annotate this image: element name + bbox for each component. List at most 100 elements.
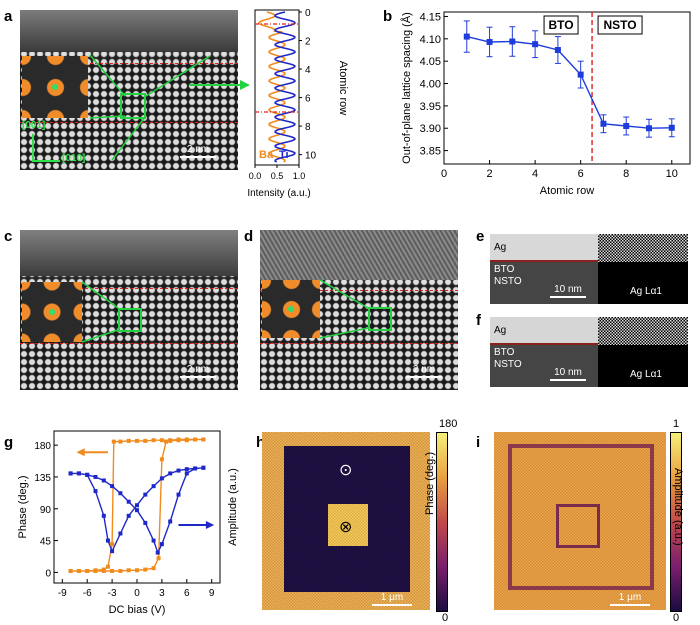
profile-ti-label: Ti: [279, 149, 289, 161]
chart-g-point: [68, 471, 73, 476]
chart-g-point: [184, 438, 189, 443]
profile-ytick: 4: [305, 65, 311, 76]
scalebar-i-text: 1 μm: [618, 592, 642, 603]
chart-g-point: [110, 568, 115, 573]
chart-g-point: [76, 471, 81, 476]
atom-model-inset-a: [22, 56, 88, 118]
chart-g-point: [126, 499, 131, 504]
scalebar-c: 2 nm: [180, 364, 216, 378]
chart-g-ytick: 0: [45, 568, 51, 579]
chart-b-xlabel: Atomic row: [540, 185, 594, 197]
chart-g-xtick: -3: [108, 588, 117, 599]
f-nsto: NSTO: [494, 359, 522, 370]
profile-ytick: 6: [305, 94, 311, 105]
chart-b-point: [623, 123, 630, 129]
profile-ylabel: Atomic row: [337, 61, 349, 115]
chart-g-point: [118, 491, 123, 496]
chart-g-xlabel: DC bias (V): [109, 604, 166, 616]
chart-g-point: [168, 519, 173, 524]
chart-g-ytick: 135: [34, 473, 51, 484]
chart-b-frame: [443, 11, 691, 165]
chart-b-series-line: [466, 35, 672, 129]
chart-g-point: [159, 476, 164, 481]
chart-b-point: [486, 38, 493, 45]
colorbar-i-min: 0: [673, 612, 680, 624]
panel-label-h: h: [256, 434, 266, 451]
chart-b-ytick: 3.90: [420, 123, 441, 135]
chart-b-xtick: 6: [578, 168, 584, 180]
colorbar-h-max: 180: [439, 418, 458, 430]
profile-xtick: 0.5: [271, 171, 284, 181]
chart-g-point: [159, 457, 164, 462]
chart-g-point: [110, 549, 115, 554]
chart-b-xtick: 10: [666, 168, 678, 180]
chart-g-point: [118, 568, 123, 573]
chart-g-point: [93, 568, 98, 573]
chart-g-xtick: 9: [209, 588, 215, 599]
chart-g-point: [168, 438, 173, 443]
chart-g-point: [168, 471, 173, 476]
chart-b-point: [463, 33, 470, 40]
profile-xlabel: Intensity (a.u.): [247, 188, 310, 199]
chart-b-annotation: NSTO: [603, 18, 636, 32]
colorbar-h: [436, 432, 448, 612]
chart-b-point: [646, 125, 652, 132]
chart-g-right-label: Amplitude (a.u.): [227, 468, 239, 546]
panel-label-i: i: [476, 434, 481, 451]
panel-label-e: e: [476, 228, 485, 245]
chart-g-point: [201, 437, 206, 442]
chart-g-point: [193, 437, 198, 442]
chart-g-point: [135, 503, 139, 508]
panel-label-c: c: [4, 228, 13, 245]
chart-g-point: [143, 438, 148, 443]
chart-g-ytick: 90: [40, 505, 52, 516]
axis-label-001: [001]: [22, 120, 46, 131]
chart-g-xtick: -6: [83, 588, 92, 599]
profile-ba-curve: [258, 11, 286, 163]
chart-g-point: [93, 489, 98, 494]
scalebar-f-text: 10 nm: [554, 367, 582, 378]
panel-label-g: g: [4, 434, 14, 451]
chart-g-ylabel: Phase (deg.): [18, 476, 29, 539]
f-ag: Ag: [494, 325, 507, 336]
stem-image-d: 2 nm: [260, 230, 458, 390]
chart-g-point: [85, 568, 90, 573]
chart-b-ytick: 3.95: [420, 101, 441, 113]
chart-g-point: [176, 438, 181, 443]
scalebar-i: 1 μm: [610, 592, 650, 606]
scalebar-c-text: 2 nm: [186, 364, 210, 375]
intensity-profile: 0 2 4 6 8 10 0.0 0.5 1.0 Atomic row Intensity (a…: [247, 8, 349, 199]
chart-g-ytick: 45: [40, 537, 52, 548]
chart-g-point: [126, 568, 131, 573]
zoom-connectors-cd: [81, 279, 369, 343]
chart-g-point: [159, 438, 164, 443]
chart-b-xtick: 0: [441, 168, 447, 180]
chart-g-point: [118, 439, 123, 444]
chart-g-point: [135, 568, 139, 573]
chart-g-ytick: 180: [34, 441, 51, 452]
chart-g-point: [184, 467, 189, 472]
e-map-label: Ag Lα1: [630, 286, 662, 297]
chart-g-point: [101, 478, 106, 483]
zoom-connector-a: [89, 54, 250, 161]
profile-ytick: 10: [305, 151, 317, 162]
chart-g-point: [118, 531, 123, 536]
profile-ytick: 2: [305, 37, 311, 48]
chart-g-xtick: 6: [184, 588, 190, 599]
chart-g-point: [151, 566, 156, 571]
chart-g-point: [110, 484, 115, 489]
polarization-down-icon: ⊗: [339, 519, 353, 536]
chart-g-point: [159, 542, 164, 547]
scalebar-e: 10 nm: [550, 284, 586, 298]
chart-g-point: [184, 471, 189, 476]
chart-g-point: [93, 474, 98, 479]
profile-ba-label: Ba: [259, 149, 274, 161]
stem-image-f: Ag BTO NSTO 10 nm Ag Lα1: [490, 317, 688, 387]
axis-label-010: [010]: [62, 153, 86, 164]
chart-g-point: [164, 439, 169, 444]
chart-g-point: [151, 438, 156, 443]
chart-g-point: [105, 538, 110, 543]
chart-b-annotation-box: [543, 15, 579, 35]
chart-b-point: [532, 41, 539, 48]
chart-b-xtick: 4: [532, 168, 538, 180]
